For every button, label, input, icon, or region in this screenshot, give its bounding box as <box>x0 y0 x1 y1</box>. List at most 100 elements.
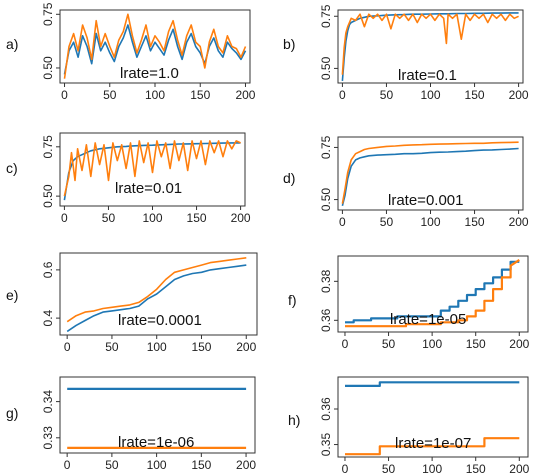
plot-frame <box>337 255 529 333</box>
lrate-annotation: lrate=0.1 <box>398 67 457 84</box>
series-line-1 <box>63 24 247 75</box>
panel-label: g) <box>6 405 18 421</box>
y-tick-label: 0.50 <box>41 56 55 80</box>
plot-area: 0 50 100 150 200 0.50 0.75 <box>319 4 529 102</box>
plot-frame <box>337 376 529 458</box>
panel-f: f) 0 50 100 150 200 0.36 0.38 lrate=1e-05 <box>288 255 530 351</box>
x-tick-label: 0 <box>339 88 346 102</box>
series-line-2 <box>66 257 247 323</box>
panel-c: c) 0 50 100 150 200 0.50 0.75 lrate=0.01 <box>6 132 251 225</box>
y-tick-label: 0.34 <box>41 390 55 414</box>
series-line-1 <box>341 147 519 206</box>
x-tick-label: 50 <box>102 211 116 225</box>
panel-d: d) 0 50 100 150 200 0.50 0.75 lrate=0.001 <box>283 135 529 229</box>
y-tick-label: 0.75 <box>41 135 55 159</box>
panel-label: a) <box>6 36 18 52</box>
lrate-annotation: lrate=0.01 <box>115 180 182 197</box>
panel-label: b) <box>283 36 295 52</box>
panel-h: h) 0 50 100 150 200 0.35 0.36 lrate=1e-07 <box>288 376 530 475</box>
x-tick-label: 50 <box>380 215 394 229</box>
x-tick-label: 100 <box>420 215 440 229</box>
y-tick-label: 0.50 <box>41 184 55 208</box>
x-tick-label: 100 <box>142 211 162 225</box>
x-tick-label: 100 <box>147 340 167 354</box>
panel-label: h) <box>288 412 300 428</box>
x-tick-label: 0 <box>342 337 349 351</box>
x-tick-label: 200 <box>509 462 529 475</box>
plot-area: 0 50 100 150 200 0.50 0.75 <box>41 2 256 102</box>
plot-area: 0 50 100 150 200 0.4 0.6 <box>41 252 258 354</box>
series-line-1 <box>345 260 520 324</box>
x-tick-label: 0 <box>64 340 71 354</box>
panel-g: g) 0 50 100 150 200 0.33 0.34 lrate=1e-06 <box>6 376 256 472</box>
lrate-annotation: lrate=0.0001 <box>118 312 202 329</box>
y-tick-label: 0.50 <box>319 188 333 212</box>
x-tick-label: 200 <box>509 88 529 102</box>
plot-area: 0 50 100 150 200 0.35 0.36 <box>319 376 530 475</box>
x-tick-label: 0 <box>339 215 346 229</box>
y-tick-label: 0.75 <box>319 135 333 159</box>
y-tick-label: 0.4 <box>41 309 55 326</box>
x-tick-label: 150 <box>465 88 485 102</box>
panel-label: f) <box>288 292 297 308</box>
series-line-2 <box>63 13 247 79</box>
series-line-2 <box>345 437 520 456</box>
x-tick-label: 0 <box>342 462 349 475</box>
plot-area: 0 50 100 150 200 0.36 0.38 <box>319 255 530 351</box>
x-tick-label: 150 <box>191 340 211 354</box>
x-tick-label: 150 <box>465 215 485 229</box>
x-tick-label: 100 <box>422 337 442 351</box>
panel-a: a) 0 50 100 150 200 0.50 0.75 lrate=1.0 <box>6 2 256 102</box>
x-tick-label: 200 <box>236 458 256 472</box>
panel-label: c) <box>6 160 18 176</box>
y-tick-label: 0.38 <box>319 269 333 293</box>
panel-label: d) <box>283 170 295 186</box>
y-tick-label: 0.50 <box>319 56 333 80</box>
y-tick-label: 0.33 <box>41 426 55 450</box>
x-tick-label: 100 <box>147 458 167 472</box>
lrate-annotation: lrate=1.0 <box>120 65 179 82</box>
series-line-1 <box>345 381 520 387</box>
x-tick-label: 150 <box>466 337 486 351</box>
panel-b: b) 0 50 100 150 200 0.50 0.75 lrate=0.1 <box>283 4 529 102</box>
x-tick-label: 200 <box>235 88 255 102</box>
panel-label: e) <box>6 287 18 303</box>
series-line-2 <box>341 141 519 204</box>
x-tick-label: 100 <box>420 88 440 102</box>
x-tick-label: 0 <box>64 458 71 472</box>
x-tick-label: 100 <box>422 462 442 475</box>
x-tick-label: 200 <box>231 211 251 225</box>
y-tick-label: 0.35 <box>319 433 333 457</box>
series-line-2 <box>345 258 520 328</box>
y-tick-label: 0.36 <box>319 397 333 421</box>
x-tick-label: 150 <box>190 88 210 102</box>
lrate-annotation: lrate=1e-05 <box>390 311 466 328</box>
series-line-1 <box>66 264 247 333</box>
series-line-2 <box>341 13 519 75</box>
x-tick-label: 0 <box>61 211 68 225</box>
plot-area: 0 50 100 150 200 0.33 0.34 <box>41 376 256 472</box>
series-line-2 <box>63 140 241 197</box>
lrate-annotation: lrate=1e-07 <box>395 435 471 452</box>
x-tick-label: 50 <box>105 340 119 354</box>
plot-area: 0 50 100 150 200 0.50 0.75 <box>41 132 251 225</box>
x-tick-label: 150 <box>466 462 486 475</box>
y-tick-label: 0.75 <box>319 4 333 28</box>
x-tick-label: 0 <box>61 88 68 102</box>
x-tick-label: 50 <box>382 462 396 475</box>
plot-frame <box>59 252 258 336</box>
lrate-annotation: lrate=0.001 <box>388 192 463 209</box>
plot-area: 0 50 100 150 200 0.50 0.75 <box>319 135 529 229</box>
y-tick-label: 0.36 <box>319 308 333 332</box>
x-tick-label: 100 <box>145 88 165 102</box>
x-tick-label: 50 <box>382 337 396 351</box>
x-tick-label: 200 <box>509 215 529 229</box>
x-tick-label: 200 <box>509 337 529 351</box>
x-tick-label: 200 <box>236 340 256 354</box>
x-tick-label: 50 <box>105 458 119 472</box>
x-tick-label: 150 <box>187 211 207 225</box>
panel-e: e) 0 50 100 150 200 0.4 0.6 lrate=0.0001 <box>6 252 258 354</box>
y-tick-label: 0.75 <box>41 2 55 26</box>
plot-frame <box>59 376 256 454</box>
